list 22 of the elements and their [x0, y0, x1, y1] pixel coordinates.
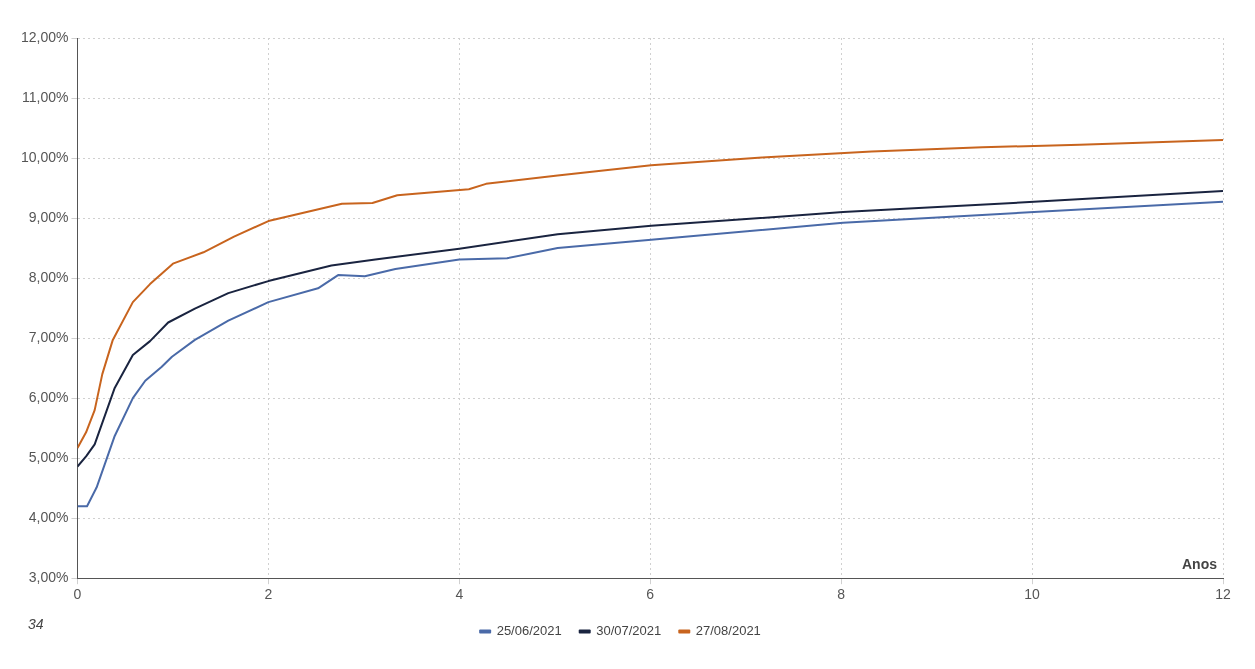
x-tick-label: 6	[646, 586, 655, 603]
text: 34	[28, 616, 44, 633]
y-tick-label: 7,00%	[28, 328, 69, 345]
legend-label: 25/06/2021	[496, 623, 562, 639]
x-axis-title: Anos	[1182, 556, 1218, 573]
y-tick-label: 11,00%	[22, 88, 69, 105]
x-tick-label: 4	[455, 586, 464, 603]
y-tick-label: 8,00%	[28, 268, 69, 285]
y-tick-label: 12,00%	[21, 28, 69, 45]
x-tick-label: 12	[1215, 586, 1231, 603]
y-tick-label: 10,00%	[21, 148, 69, 165]
x-tick-label: 2	[264, 586, 273, 603]
x-tick-label: 8	[837, 586, 846, 603]
x-tick-label: 10	[1024, 586, 1041, 603]
legend-label: 30/07/2021	[596, 623, 662, 639]
y-tick-label: 4,00%	[28, 509, 69, 526]
y-tick-label: 9,00%	[28, 208, 69, 225]
y-tick-label: 5,00%	[28, 449, 69, 466]
legend-label: 27/08/2021	[695, 623, 761, 639]
y-tick-label: 3,00%	[28, 569, 69, 586]
x-tick-label: 0	[73, 586, 82, 603]
y-tick-label: 6,00%	[28, 388, 69, 405]
